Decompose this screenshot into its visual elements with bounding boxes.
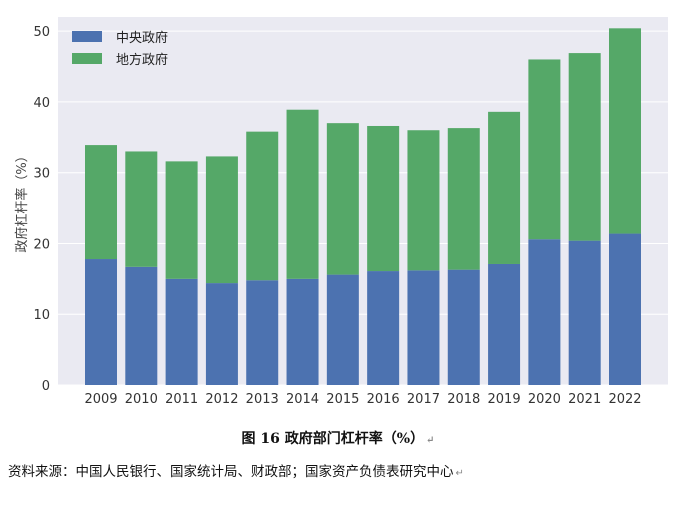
legend-label-1: 地方政府 bbox=[116, 52, 168, 68]
legend-swatch-1 bbox=[72, 53, 102, 64]
bar-central-2011 bbox=[165, 278, 198, 385]
bar-local-2021 bbox=[568, 53, 601, 241]
bar-central-2015 bbox=[326, 274, 359, 385]
x-tick-label: 2012 bbox=[205, 392, 238, 407]
bar-local-2011 bbox=[165, 161, 198, 279]
bar-central-2014 bbox=[286, 278, 319, 385]
x-tick-label: 2015 bbox=[326, 392, 359, 407]
bar-central-2016 bbox=[367, 271, 400, 385]
bar-local-2020 bbox=[528, 59, 561, 240]
bar-central-2010 bbox=[125, 266, 158, 385]
x-tick-label: 2021 bbox=[568, 392, 601, 407]
bar-local-2009 bbox=[85, 145, 117, 260]
x-tick-label: 2020 bbox=[528, 392, 561, 407]
y-tick-label: 10 bbox=[33, 308, 50, 323]
source-text: 资料来源：中国人民银行、国家统计局、财政部；国家资产负债表研究中心 bbox=[8, 464, 454, 480]
bar-central-2019 bbox=[488, 263, 521, 385]
x-tick-label: 2018 bbox=[447, 392, 480, 407]
stacked-bar-chart: 0 10 20 30 40 50 2009 2010 2011 2012 2013 2014 2015 2… bbox=[14, 17, 668, 407]
x-tick-label: 2014 bbox=[286, 392, 319, 407]
y-axis-label: 政府杠杆率（%） bbox=[14, 149, 30, 252]
bar-central-2012 bbox=[205, 283, 238, 385]
bar-local-2012 bbox=[205, 156, 238, 284]
bar-central-2021 bbox=[568, 240, 601, 385]
bar-local-2010 bbox=[125, 151, 158, 267]
y-tick-label: 30 bbox=[33, 167, 50, 182]
x-tick-label: 2009 bbox=[84, 392, 117, 407]
bar-local-2014 bbox=[286, 109, 319, 279]
bar-central-2020 bbox=[528, 239, 561, 385]
legend-swatch-0 bbox=[72, 31, 102, 42]
caption-return-mark: ↵ bbox=[426, 435, 435, 446]
legend-label-0: 中央政府 bbox=[116, 31, 168, 46]
bar-central-2013 bbox=[246, 280, 279, 385]
source-return-mark: ↵ bbox=[455, 468, 464, 479]
bar-central-2017 bbox=[407, 270, 440, 385]
plot-background bbox=[58, 17, 668, 385]
bar-local-2016 bbox=[367, 125, 400, 272]
y-tick-label: 0 bbox=[42, 379, 50, 394]
x-tick-label: 2011 bbox=[165, 392, 198, 407]
y-tick-label: 40 bbox=[33, 96, 50, 111]
bar-local-2019 bbox=[488, 111, 521, 264]
x-tick-label: 2019 bbox=[488, 392, 521, 407]
bar-local-2015 bbox=[326, 123, 359, 275]
x-tick-label: 2010 bbox=[125, 392, 158, 407]
x-tick-label: 2013 bbox=[246, 392, 279, 407]
x-tick-label: 2017 bbox=[407, 392, 440, 407]
bar-local-2022 bbox=[609, 28, 641, 234]
y-tick-label: 20 bbox=[33, 237, 50, 252]
figure-caption: 图 16 政府部门杠杆率（%） ↵ bbox=[0, 428, 676, 448]
x-tick-label: 2022 bbox=[608, 392, 641, 407]
chart-area: 0 10 20 30 40 50 2009 2010 2011 2012 2013 2014 2015 2… bbox=[14, 17, 668, 407]
x-tick-label: 2016 bbox=[367, 392, 400, 407]
bar-local-2018 bbox=[447, 128, 480, 270]
caption-text: 图 16 政府部门杠杆率（%） bbox=[241, 431, 425, 447]
y-tick-label: 50 bbox=[33, 25, 50, 40]
source-note: 资料来源：中国人民银行、国家统计局、财政部；国家资产负债表研究中心 ↵ bbox=[8, 460, 464, 480]
bar-central-2022 bbox=[609, 233, 641, 385]
bar-central-2009 bbox=[85, 259, 117, 385]
bar-central-2018 bbox=[447, 269, 480, 385]
bar-local-2017 bbox=[407, 130, 440, 271]
bar-local-2013 bbox=[246, 131, 279, 281]
